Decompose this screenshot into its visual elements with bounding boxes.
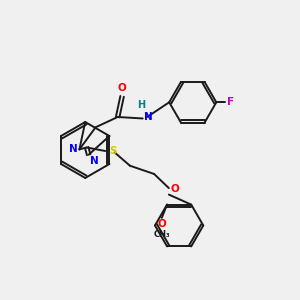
Text: O: O bbox=[158, 219, 166, 229]
Text: S: S bbox=[110, 146, 117, 156]
Text: CH₃: CH₃ bbox=[154, 230, 170, 238]
Text: O: O bbox=[170, 184, 179, 194]
Text: F: F bbox=[226, 97, 234, 107]
Text: N: N bbox=[144, 112, 153, 122]
Text: N: N bbox=[90, 156, 99, 166]
Text: O: O bbox=[118, 83, 127, 93]
Text: N: N bbox=[69, 144, 78, 154]
Text: H: H bbox=[137, 100, 145, 110]
